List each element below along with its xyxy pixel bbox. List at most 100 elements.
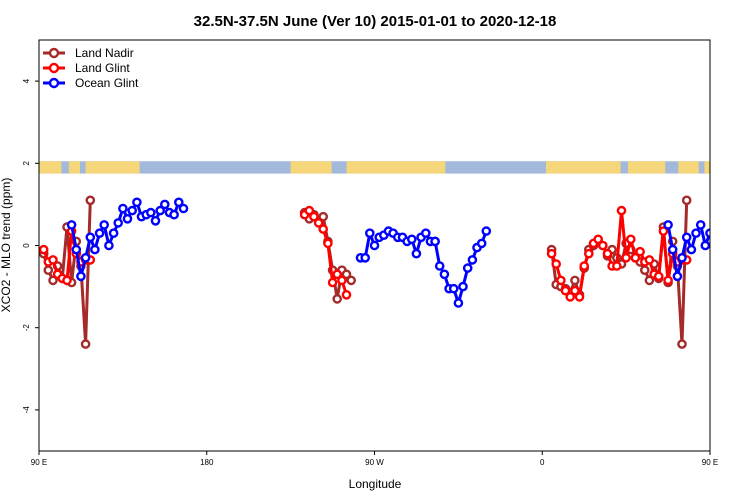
data-point-land-glint xyxy=(579,261,590,271)
data-point-land-nadir xyxy=(85,195,96,206)
data-point-ocean-glint xyxy=(360,252,371,263)
data-point-ocean-glint xyxy=(113,218,123,228)
data-point-ocean-glint xyxy=(681,232,692,243)
data-point-ocean-glint xyxy=(476,238,487,249)
y-tick-label: -4 xyxy=(22,406,31,414)
data-point-ocean-glint xyxy=(132,197,142,208)
data-point-ocean-glint xyxy=(667,244,678,255)
land-region xyxy=(627,161,666,174)
data-point-land-glint xyxy=(48,255,58,265)
x-axis-label: Longitude xyxy=(349,477,402,491)
data-point-ocean-glint xyxy=(104,240,114,251)
legend-marker xyxy=(48,62,60,74)
axes: 90 E 180 90 W 0 90 E -4 -2 0 2 4 xyxy=(22,78,718,467)
land-region xyxy=(290,161,332,174)
data-point-ocean-glint xyxy=(686,244,697,255)
data-point-ocean-glint xyxy=(663,220,673,230)
data-point-ocean-glint xyxy=(716,205,723,212)
data-point-land-glint xyxy=(560,285,571,296)
data-point-land-glint xyxy=(337,275,347,286)
data-point-land-nadir xyxy=(318,211,329,222)
data-point-land-glint xyxy=(309,211,319,222)
data-point-land-glint xyxy=(565,292,576,302)
data-point-land-glint xyxy=(621,252,631,263)
data-point-land-glint xyxy=(644,255,655,265)
data-point-ocean-glint xyxy=(439,269,450,280)
data-point-land-glint xyxy=(593,234,604,245)
data-point-land-glint xyxy=(556,275,566,286)
data-point-land-glint xyxy=(602,248,613,259)
data-point-land-nadir xyxy=(640,265,650,276)
data-point-land-nadir xyxy=(48,275,58,286)
data-point-land-glint xyxy=(62,275,72,286)
data-point-ocean-glint xyxy=(76,271,86,282)
data-point-ocean-glint xyxy=(709,221,710,224)
data-point-ocean-glint xyxy=(80,252,91,263)
data-point-ocean-glint xyxy=(90,244,100,255)
data-point-ocean-glint xyxy=(108,228,119,238)
data-point-ocean-glint xyxy=(458,281,468,292)
data-point-ocean-glint xyxy=(122,213,133,224)
data-point-ocean-glint xyxy=(155,205,165,216)
land-region xyxy=(346,161,446,174)
data-point-ocean-glint xyxy=(434,261,445,271)
data-point-ocean-glint xyxy=(406,234,417,245)
legend-marker xyxy=(48,77,60,89)
data-point-ocean-glint xyxy=(453,298,464,308)
x-tick-label: 0 xyxy=(540,458,545,467)
legend-label: Land Nadir xyxy=(75,46,134,60)
data-point-land-glint xyxy=(598,240,608,251)
y-tick-label: -2 xyxy=(22,324,31,332)
data-point-ocean-glint xyxy=(677,252,687,263)
land-region xyxy=(545,161,621,174)
data-point-land-nadir xyxy=(681,195,692,206)
data-point-land-glint xyxy=(39,244,49,255)
data-point-land-nadir xyxy=(80,339,91,349)
data-point-land-glint xyxy=(612,261,622,271)
data-point-ocean-glint xyxy=(672,271,683,282)
series-layer xyxy=(39,195,723,349)
x-tick-label: 90 W xyxy=(365,458,384,467)
data-point-land-glint xyxy=(630,252,641,263)
data-point-land-nadir xyxy=(332,294,343,304)
x-tick-label: 90 E xyxy=(702,458,718,467)
data-point-land-glint xyxy=(616,205,627,216)
data-point-land-nadir xyxy=(346,275,357,286)
data-point-land-nadir xyxy=(570,275,580,286)
data-point-land-glint xyxy=(313,218,324,228)
data-point-land-glint xyxy=(653,271,664,282)
series-ocean-glint xyxy=(66,197,723,308)
data-point-ocean-glint xyxy=(411,248,422,259)
data-point-ocean-glint xyxy=(369,240,380,251)
data-point-land-glint xyxy=(332,269,343,280)
data-point-ocean-glint xyxy=(467,255,478,265)
legend-label: Land Glint xyxy=(75,61,130,75)
data-point-ocean-glint xyxy=(462,263,473,273)
data-point-ocean-glint xyxy=(94,228,105,238)
data-point-ocean-glint xyxy=(691,228,701,238)
data-point-ocean-glint xyxy=(85,232,96,243)
data-point-ocean-glint xyxy=(169,209,179,220)
data-point-land-glint xyxy=(584,248,594,259)
data-point-land-glint xyxy=(327,277,338,288)
y-tick-label: 4 xyxy=(22,78,31,83)
data-point-land-glint xyxy=(663,275,673,286)
data-point-ocean-glint xyxy=(695,220,706,230)
x-tick-label: 90 E xyxy=(31,458,47,467)
land-region xyxy=(704,161,710,174)
legend-item-land-glint: Land Glint xyxy=(43,61,130,75)
data-point-land-glint xyxy=(570,285,580,296)
x-tick-label: 180 xyxy=(200,458,214,467)
data-point-ocean-glint xyxy=(127,205,137,216)
data-point-land-nadir xyxy=(43,265,54,276)
legend-marker xyxy=(48,47,60,59)
data-point-ocean-glint xyxy=(481,226,492,236)
land-region xyxy=(678,161,699,174)
data-point-ocean-glint xyxy=(700,240,710,251)
data-point-land-glint xyxy=(658,226,669,236)
data-point-ocean-glint xyxy=(430,236,440,247)
land-region xyxy=(39,161,62,174)
data-point-land-nadir xyxy=(644,275,655,286)
data-point-land-glint xyxy=(626,234,636,245)
